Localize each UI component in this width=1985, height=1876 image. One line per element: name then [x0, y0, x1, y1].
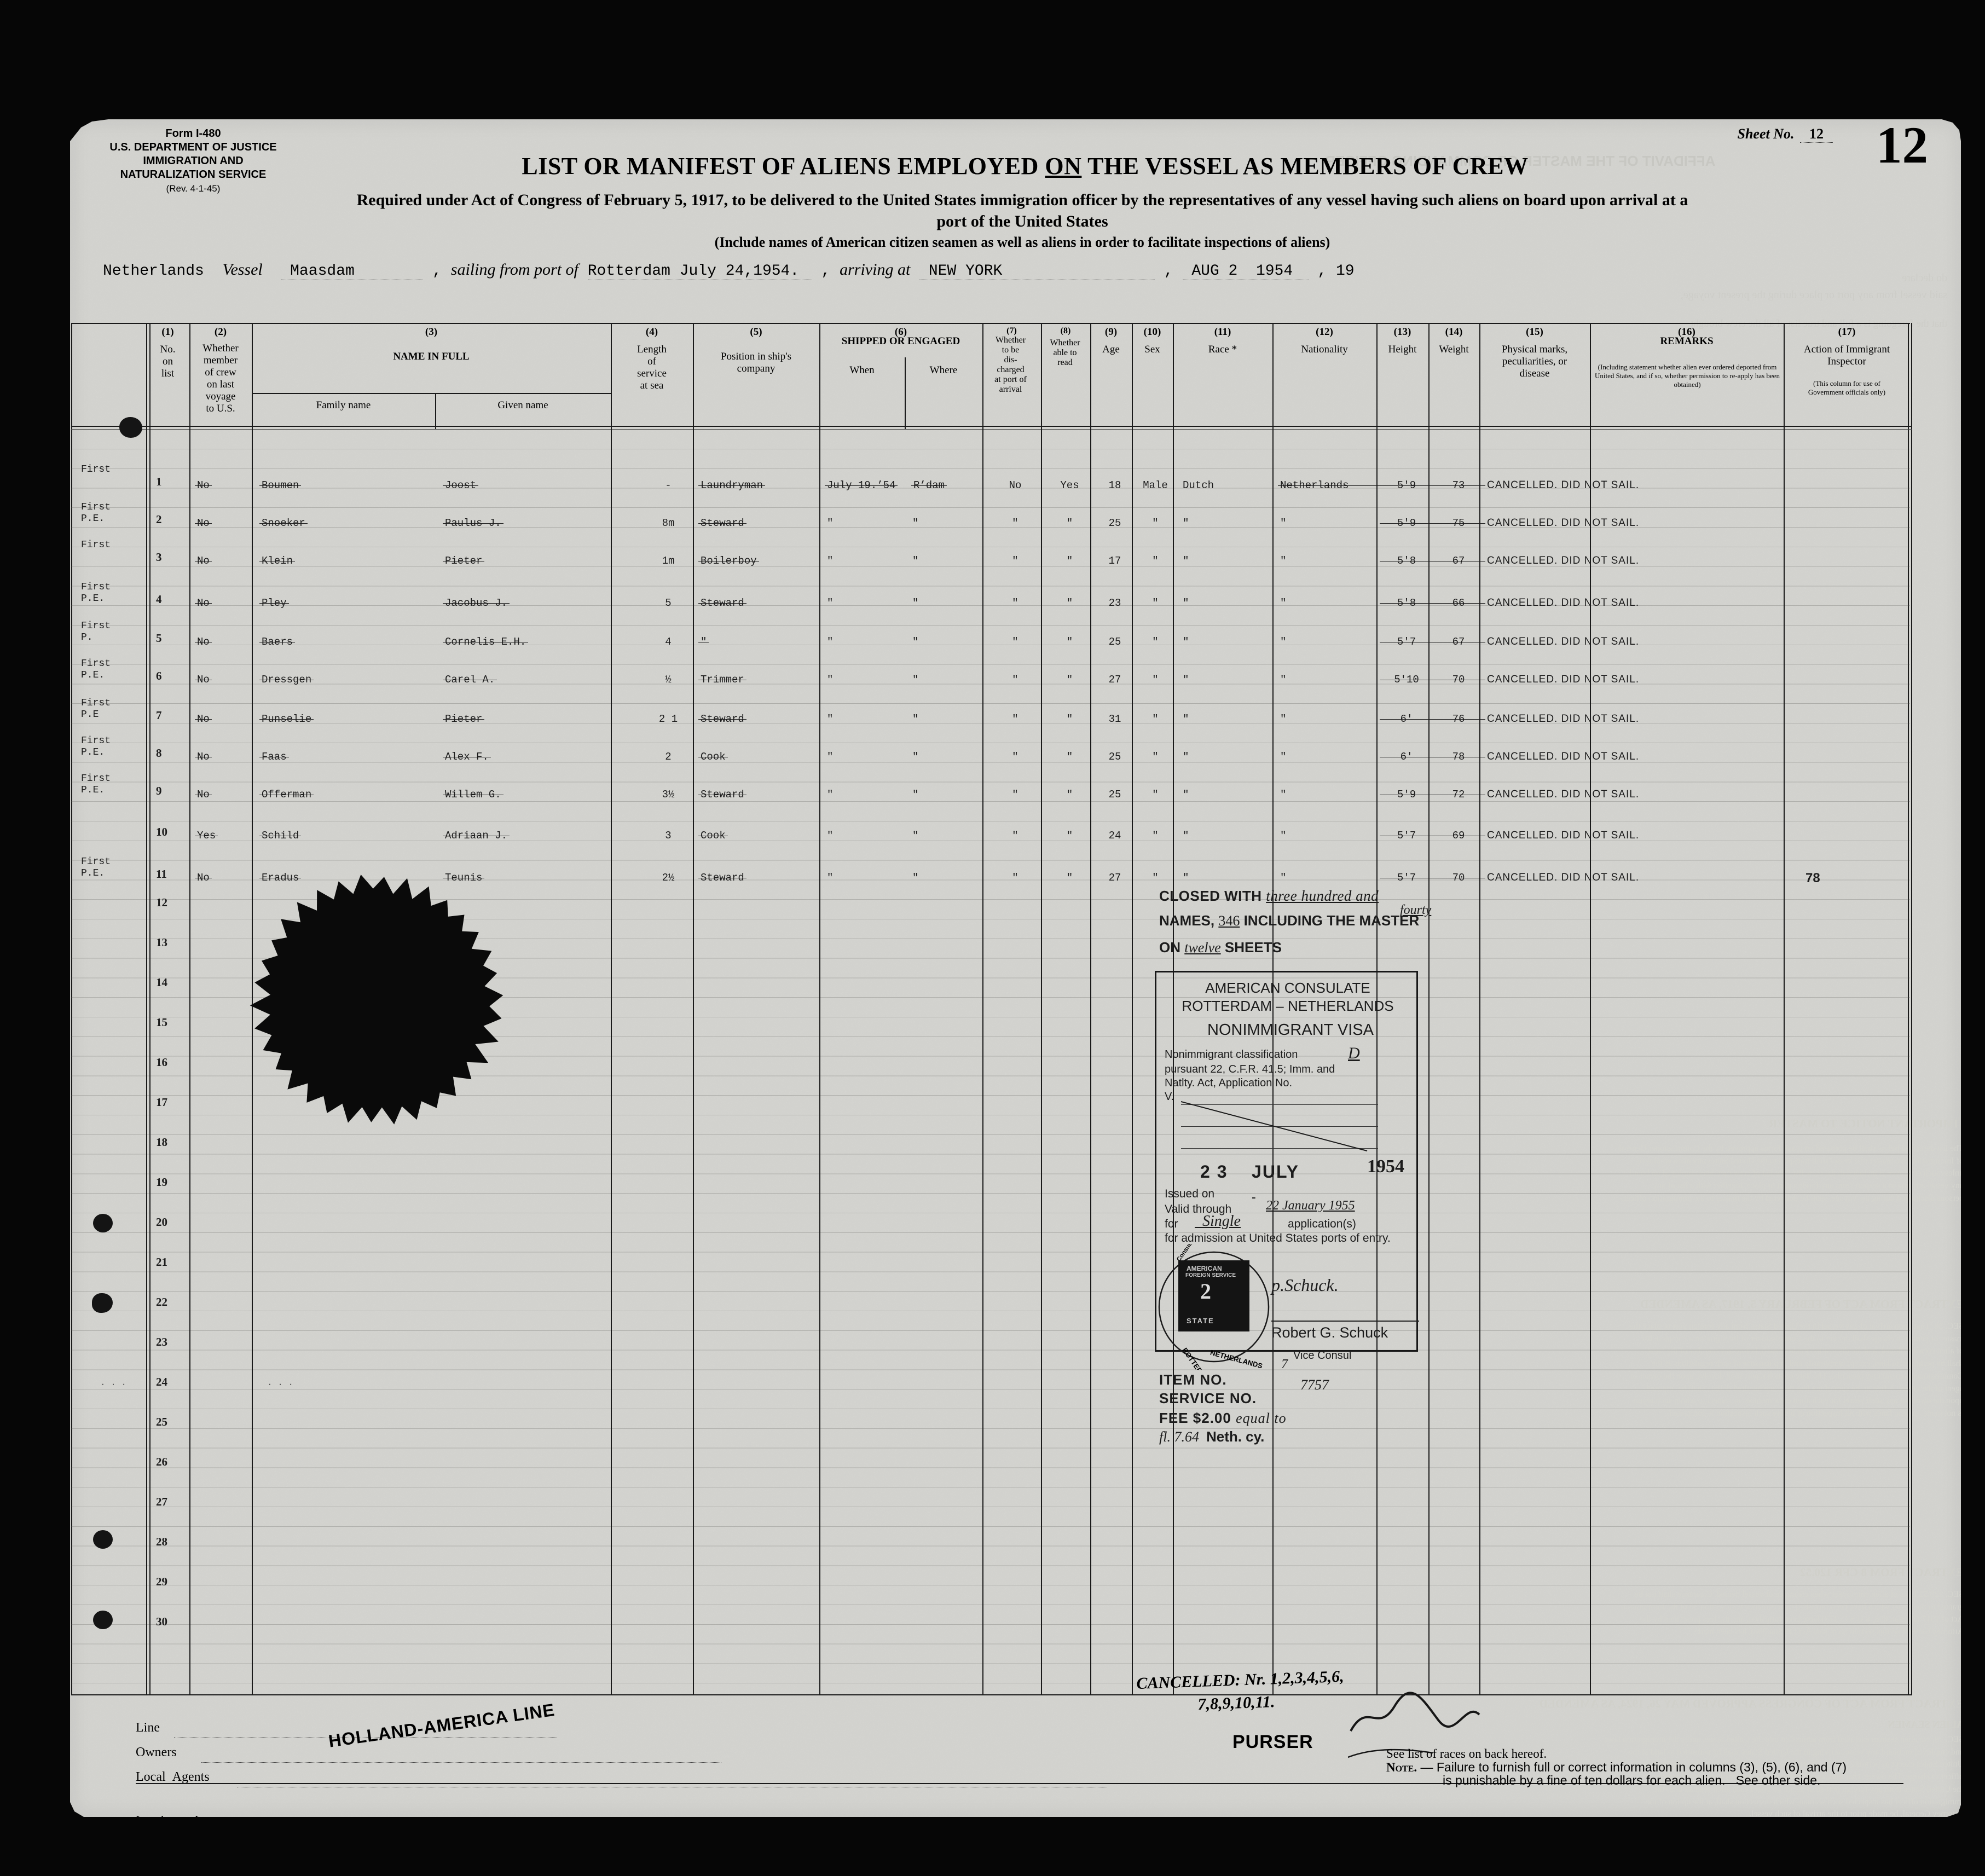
svg-text:NETHERLANDS: NETHERLANDS: [1209, 1348, 1264, 1370]
svg-text:ROTTERDAM,: ROTTERDAM,: [1180, 1346, 1214, 1370]
